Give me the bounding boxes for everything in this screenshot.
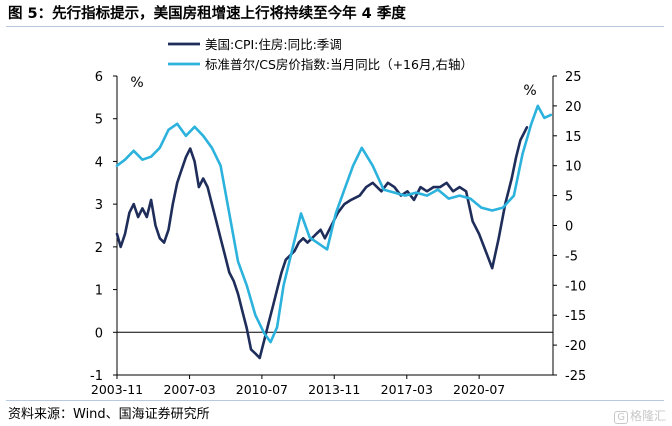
footer-divider [6, 400, 664, 401]
right-tick-label: -20 [565, 339, 586, 354]
left-tick-label: 0 [95, 326, 103, 341]
right-tick-label: 15 [565, 130, 582, 145]
right-tick-label: -25 [565, 369, 586, 384]
series-line-cpi-housing [115, 126, 529, 360]
right-axis-unit: % [523, 83, 536, 99]
series-line-case-shiller [115, 104, 553, 344]
x-tick-label: 2007-03 [163, 382, 215, 397]
left-tick-label: 6 [95, 70, 103, 85]
left-tick-label: 4 [95, 155, 103, 170]
legend-label: 美国:CPI:住房:同比:季调 [205, 37, 342, 52]
x-tick-label: 2013-11 [308, 382, 360, 397]
watermark-label: 格隆汇 [629, 409, 666, 423]
x-tick-label: 2017-03 [381, 382, 433, 397]
x-tick-label: 2010-07 [236, 382, 288, 397]
left-tick-label: 2 [95, 241, 103, 256]
right-tick-label: 25 [565, 70, 582, 85]
left-axis-unit: % [130, 75, 143, 91]
left-tick-label: -1 [90, 369, 103, 384]
right-tick-label: 10 [565, 160, 582, 175]
title-divider [6, 26, 664, 27]
left-tick-label: 5 [95, 113, 103, 128]
x-tick-label: 2003-11 [91, 382, 143, 397]
right-tick-label: -15 [565, 309, 586, 324]
left-tick-label: 1 [95, 284, 103, 299]
watermark: G 格隆汇 [614, 407, 666, 424]
right-tick-label: -5 [565, 249, 578, 264]
right-tick-label: 20 [565, 100, 582, 115]
series-layer [115, 104, 553, 360]
source-note: 资料来源：Wind、国海证券研究所 [8, 407, 210, 422]
right-tick-label: 5 [565, 190, 573, 205]
right-tick-label: -10 [565, 279, 586, 294]
right-tick-label: 0 [565, 220, 573, 235]
gelonghui-logo-icon: G [614, 411, 628, 424]
legend-label: 标准普尔/CS房价指数:当月同比（+16月,右轴） [205, 57, 473, 72]
x-tick-label: 2020-07 [453, 382, 505, 397]
chart-title: 图 5：先行指标提示，美国房租增速上行将持续至今年 4 季度 [8, 6, 406, 22]
left-tick-label: 3 [95, 198, 103, 213]
